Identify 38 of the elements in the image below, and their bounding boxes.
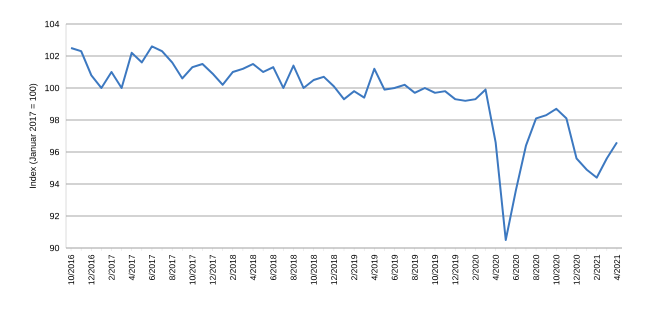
y-tick-label: 98	[50, 116, 60, 124]
line-series	[70, 45, 618, 241]
x-tick-label: 6/2020	[512, 254, 519, 280]
x-tick-label: 12/2020	[573, 254, 580, 284]
y-tick-label: 100	[45, 84, 60, 92]
x-tick-label: 4/2017	[128, 254, 135, 280]
y-tick-label: 102	[45, 52, 60, 60]
y-tick-label: 94	[50, 180, 60, 188]
x-tick-label: 4/2018	[250, 254, 256, 280]
x-tick-label: 10/2018	[310, 254, 317, 284]
x-tick-label: 4/2020	[492, 254, 499, 280]
x-tick-label: 10/2019	[432, 254, 438, 284]
x-tick-label: 6/2019	[391, 254, 398, 280]
x-tick-label: 8/2018	[290, 254, 297, 280]
x-tick-label: 2/2019	[351, 254, 358, 280]
x-tick-label: 12/2016	[88, 254, 94, 284]
x-tick-label: 6/2018	[270, 254, 276, 280]
x-tick-label: 10/2016	[68, 254, 74, 284]
x-tick-label: 2/2017	[108, 254, 115, 280]
x-tick-label: 8/2017	[169, 254, 176, 280]
y-tick-label: 92	[50, 212, 60, 220]
y-axis-title: Index (Januar 2017 = 100)	[29, 84, 38, 188]
x-tick-label: 10/2020	[553, 254, 560, 284]
y-tick-label: 90	[50, 244, 60, 252]
x-tick-label: 2/2020	[472, 254, 479, 280]
x-tick-label: 2/2018	[230, 254, 236, 280]
x-tick-label: 8/2020	[532, 254, 540, 280]
x-tick-label: 12/2017	[209, 254, 216, 284]
y-tick-label: 104	[45, 20, 60, 28]
x-tick-label: 12/2018	[330, 254, 337, 284]
x-tick-label: 12/2019	[452, 254, 458, 284]
x-tick-label: 4/2021	[614, 254, 620, 280]
x-tick-label: 8/2019	[412, 254, 418, 280]
x-tick-label: 2/2021	[594, 254, 600, 280]
x-tick-label: 4/2019	[371, 254, 378, 280]
x-tick-label: 10/2017	[189, 254, 196, 284]
x-tick-label: 6/2017	[148, 254, 156, 280]
y-tick-label: 96	[50, 148, 60, 156]
